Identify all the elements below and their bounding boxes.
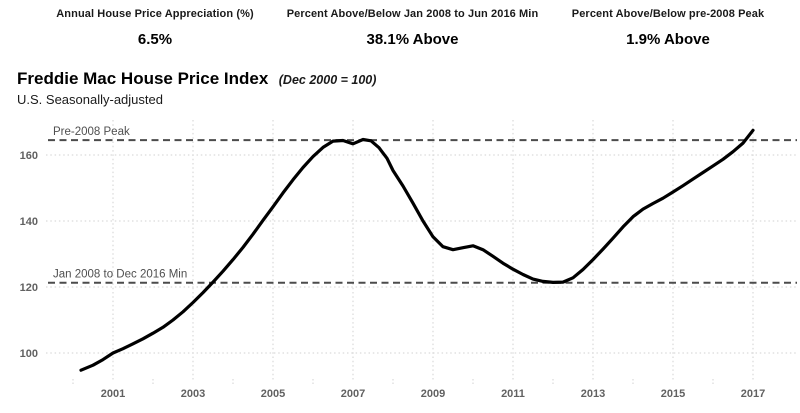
x-axis-tick-label: 2011 — [501, 388, 525, 400]
stat-label: Percent Above/Below pre-2008 Peak — [571, 8, 765, 20]
stat-value: 1.9% Above — [626, 31, 710, 48]
stat-label: Annual House Price Appreciation (%) — [56, 8, 254, 20]
subtitle: U.S. Seasonally-adjusted — [17, 92, 163, 107]
reference-line-label: Jan 2008 to Dec 2016 Min — [53, 269, 187, 281]
y-axis-tick-label: 160 — [20, 150, 38, 162]
title-block: Freddie Mac House Price Index (Dec 2000 … — [17, 69, 777, 107]
x-axis-tick-label: 2015 — [661, 388, 685, 400]
x-axis-tick-label: 2001 — [101, 388, 125, 400]
house-price-line-chart: 100 120 140 160 2001 2003 2005 2007 2009 2011 2013… — [20, 120, 797, 400]
y-axis-tick-label: 100 — [20, 348, 38, 360]
x-axis-tick-label: 2013 — [581, 388, 605, 400]
reference-line-label: Pre-2008 Peak — [53, 126, 130, 138]
chart-area: 100 120 140 160 2001 2003 2005 2007 2009 2011 2013… — [0, 113, 800, 413]
stat-annual-appreciation: Annual House Price Appreciation (%) 6.5% — [30, 8, 280, 48]
x-axis-tick-label: 2007 — [341, 388, 365, 400]
title-line: Freddie Mac House Price Index (Dec 2000 … — [17, 69, 777, 89]
stats-row: Annual House Price Appreciation (%) 6.5%… — [0, 8, 800, 62]
x-axis-tick-label: 2009 — [421, 388, 445, 400]
stat-value: 38.1% Above — [366, 31, 459, 48]
title-note: (Dec 2000 = 100) — [278, 73, 377, 87]
x-axis-tick-label: 2017 — [741, 388, 765, 400]
stat-value: 6.5% — [137, 31, 173, 48]
x-axis-tick-label: 2005 — [261, 388, 285, 400]
x-axis-tick-label: 2003 — [181, 388, 205, 400]
stat-above-min: Percent Above/Below Jan 2008 to Jun 2016… — [285, 8, 540, 48]
price-index-line — [79, 128, 755, 372]
page-title: Freddie Mac House Price Index — [17, 69, 269, 88]
stat-above-peak: Percent Above/Below pre-2008 Peak 1.9% A… — [548, 8, 788, 48]
y-axis-tick-label: 140 — [20, 216, 38, 228]
y-axis-tick-label: 120 — [20, 282, 38, 294]
stat-label: Percent Above/Below Jan 2008 to Jun 2016… — [286, 8, 539, 20]
